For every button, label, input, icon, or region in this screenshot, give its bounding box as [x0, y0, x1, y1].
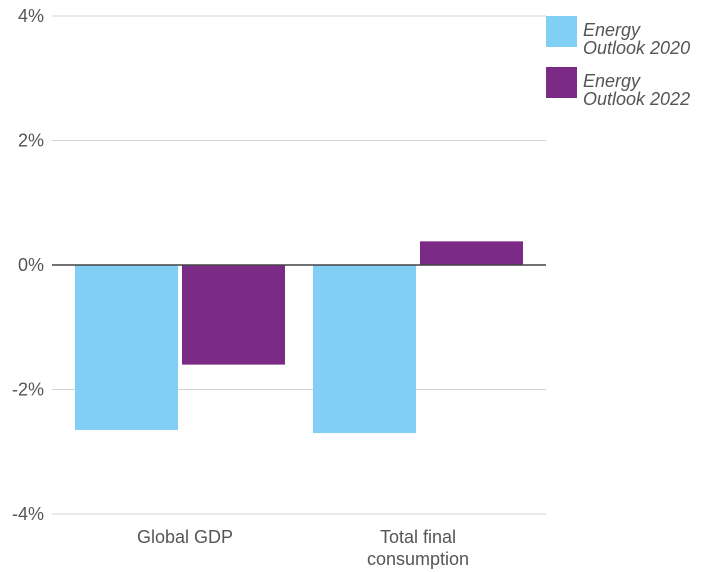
bar-energy-outlook-2020-total-final-consumption: [313, 265, 416, 434]
bars: [75, 241, 523, 434]
x-axis-category-labels: Global GDP Total final consumption: [137, 527, 469, 569]
legend-swatch: [546, 67, 577, 98]
legend-swatch: [546, 16, 577, 47]
y-tick-label: 2%: [18, 131, 44, 151]
bar-energy-outlook-2022-global-gdp: [182, 265, 285, 365]
bar-energy-outlook-2022-total-final-consumption: [420, 241, 523, 265]
legend-label: Energy Outlook 2020: [583, 20, 690, 58]
x-category-label: Global GDP: [137, 527, 233, 547]
y-axis-tick-labels: 4% 2% 0% -2% -4%: [12, 6, 44, 524]
y-tick-label: -4%: [12, 504, 44, 524]
bar-energy-outlook-2020-global-gdp: [75, 265, 178, 430]
x-category-label: Total final consumption: [367, 527, 469, 569]
legend-label: Energy Outlook 2022: [583, 71, 690, 109]
y-tick-label: -2%: [12, 380, 44, 400]
legend: Energy Outlook 2020 Energy Outlook 2022: [546, 16, 690, 109]
y-tick-label: 0%: [18, 255, 44, 275]
y-tick-label: 4%: [18, 6, 44, 26]
